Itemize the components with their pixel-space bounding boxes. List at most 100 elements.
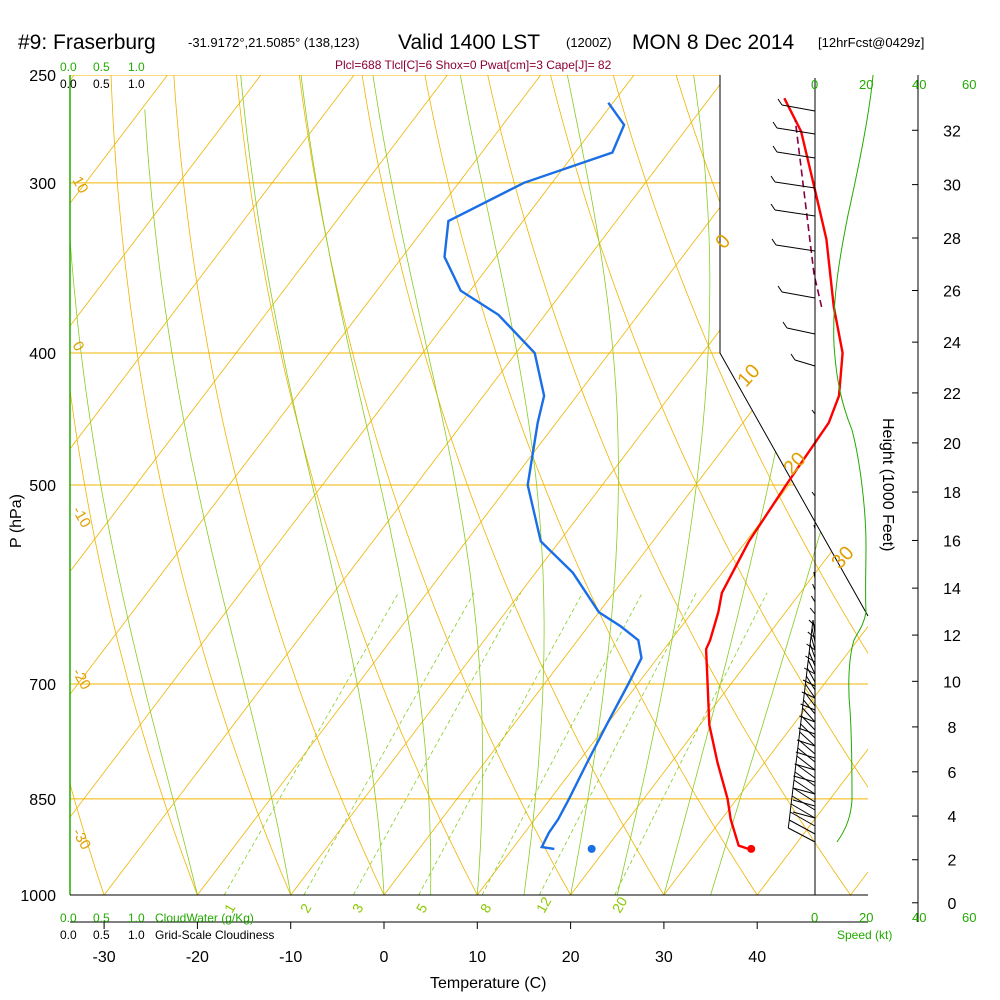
- height-tick-label: 26: [943, 284, 961, 301]
- temperature-profile-line: [704, 97, 844, 851]
- height-tick-label: 14: [943, 581, 961, 598]
- height-tick-label: 6: [948, 765, 957, 782]
- wind-barb: [802, 679, 816, 687]
- cloudiness-tick-bottom-0: 0.0: [60, 928, 77, 942]
- mixing-ratio-label: 20: [609, 894, 631, 916]
- moist-adiabat-line: [144, 109, 292, 895]
- cloudiness-tick-top-0: 0.0: [60, 77, 77, 91]
- height-tick-label: 20: [943, 436, 961, 453]
- height-tick-label: 0: [948, 896, 957, 913]
- background-grid: [70, 75, 868, 895]
- height-tick-label: 22: [943, 386, 961, 403]
- mixing-ratio-line: [353, 592, 522, 895]
- x-axis-ticks: -30 -20 -10 0 10 20 30 40: [93, 922, 766, 966]
- moist-adiabat-line: [300, 75, 432, 895]
- wind-barb: [801, 715, 816, 731]
- dry-adiabat-line: [361, 75, 665, 895]
- wind-barb-flag: [772, 121, 778, 129]
- wind-barb: [795, 751, 816, 759]
- speed-tick-top-40: 40: [912, 77, 926, 92]
- y-axis-ticks: 250 300 400 500 700 850 1000: [20, 68, 56, 905]
- wind-barb: [775, 244, 816, 252]
- parcel-profile-line: [794, 120, 823, 308]
- wind-barb-flag: [790, 353, 796, 361]
- wind-barb: [803, 699, 816, 715]
- wind-barb: [802, 707, 816, 723]
- cloudwater-tick-top-2: 1.0: [128, 60, 145, 74]
- wind-barb: [786, 327, 816, 335]
- wind-barbs: [770, 98, 816, 843]
- dry-adiabat-line: [550, 75, 868, 788]
- cloudwater-tick-top-0: 0.0: [60, 60, 77, 74]
- height-tick-label: 18: [943, 485, 961, 502]
- x-tick-label: -30: [93, 949, 116, 966]
- wind-speed-profile: [833, 74, 874, 843]
- wind-barb: [804, 683, 816, 699]
- pressure-tick-label: 1000: [20, 888, 56, 905]
- mixing-ratio-line: [614, 592, 768, 895]
- pressure-tick-label: 250: [29, 68, 56, 85]
- wind-barb: [810, 595, 816, 603]
- mixing-ratio-line: [223, 592, 399, 895]
- moist-adiabat-line: [459, 75, 545, 895]
- pressure-tick-label: 850: [29, 792, 56, 809]
- wind-barb: [776, 151, 816, 159]
- wind-barb: [813, 524, 816, 530]
- x-tick-label: 30: [655, 949, 673, 966]
- speed-tick-bottom-40: 40: [912, 910, 926, 925]
- cloudwater-tick-bottom-0: 0.0: [60, 911, 77, 925]
- forecast-info: [12hrFcst@0429z]: [818, 35, 924, 50]
- wind-barb: [788, 827, 816, 843]
- wind-barb: [774, 181, 816, 189]
- x-axis-title: Temperature (C): [430, 975, 546, 992]
- cloudiness-tick-bottom-1: 0.5: [93, 928, 110, 942]
- height-tick-label: 24: [943, 335, 961, 352]
- station-coords: -31.9172°,21.5085° (138,123): [188, 35, 360, 50]
- mixing-ratio-label: 12: [533, 894, 555, 916]
- mixing-ratio-line: [481, 592, 643, 895]
- wind-barb: [812, 619, 816, 635]
- x-tick-label: 20: [562, 949, 580, 966]
- moist-adiabat-line: [372, 75, 483, 895]
- zulu-time: (1200Z): [566, 35, 612, 50]
- region-border: [719, 75, 869, 617]
- cloudwater-tick-bottom-2: 1.0: [128, 911, 145, 925]
- x-tick-label: -10: [279, 949, 302, 966]
- cloudwater-tick-top-1: 0.5: [93, 60, 110, 74]
- wind-barb: [804, 691, 816, 707]
- wind-barb: [813, 571, 816, 579]
- speed-tick-bottom-0: 0: [811, 910, 818, 925]
- moist-adiabat-line: [70, 233, 198, 895]
- wind-barb: [789, 811, 816, 827]
- height-tick-label: 16: [943, 533, 961, 550]
- speed-tick-bottom-60: 60: [962, 910, 976, 925]
- wind-barb: [796, 755, 816, 771]
- wind-barb-staff: [787, 619, 814, 829]
- cloudiness-tick-top-2: 1.0: [128, 77, 145, 91]
- wind-barb: [781, 291, 816, 299]
- moist-adiabat-line: [566, 75, 619, 895]
- wind-barb-flag: [782, 321, 788, 329]
- wind-barb: [799, 731, 816, 747]
- valid-date: MON 8 Dec 2014: [632, 31, 795, 54]
- height-tick-label: 32: [943, 123, 961, 140]
- isotherm-line: [663, 625, 868, 895]
- dry-adiabat-line: [612, 75, 868, 655]
- surface-temperature-marker: [747, 844, 756, 853]
- height-tick-label: 2: [948, 853, 957, 870]
- wind-barb: [790, 803, 816, 819]
- moist-adiabat-line: [616, 75, 711, 895]
- moist-adiabat-line: [240, 75, 385, 895]
- wind-barb: [792, 811, 816, 819]
- isotherm-line: [756, 748, 868, 895]
- cloudwater-tick-bottom-1: 0.5: [93, 911, 110, 925]
- blank-upper-region: [720, 75, 868, 616]
- height-tick-label: 4: [948, 809, 957, 826]
- wind-barb-flag: [777, 98, 783, 106]
- wind-barb: [803, 667, 816, 675]
- wind-barb: [793, 779, 816, 795]
- height-tick-label: 8: [948, 720, 957, 737]
- moist-adiabat-line: [710, 362, 868, 895]
- wind-barb-flag: [777, 285, 783, 293]
- wind-barb-flag: [770, 203, 776, 211]
